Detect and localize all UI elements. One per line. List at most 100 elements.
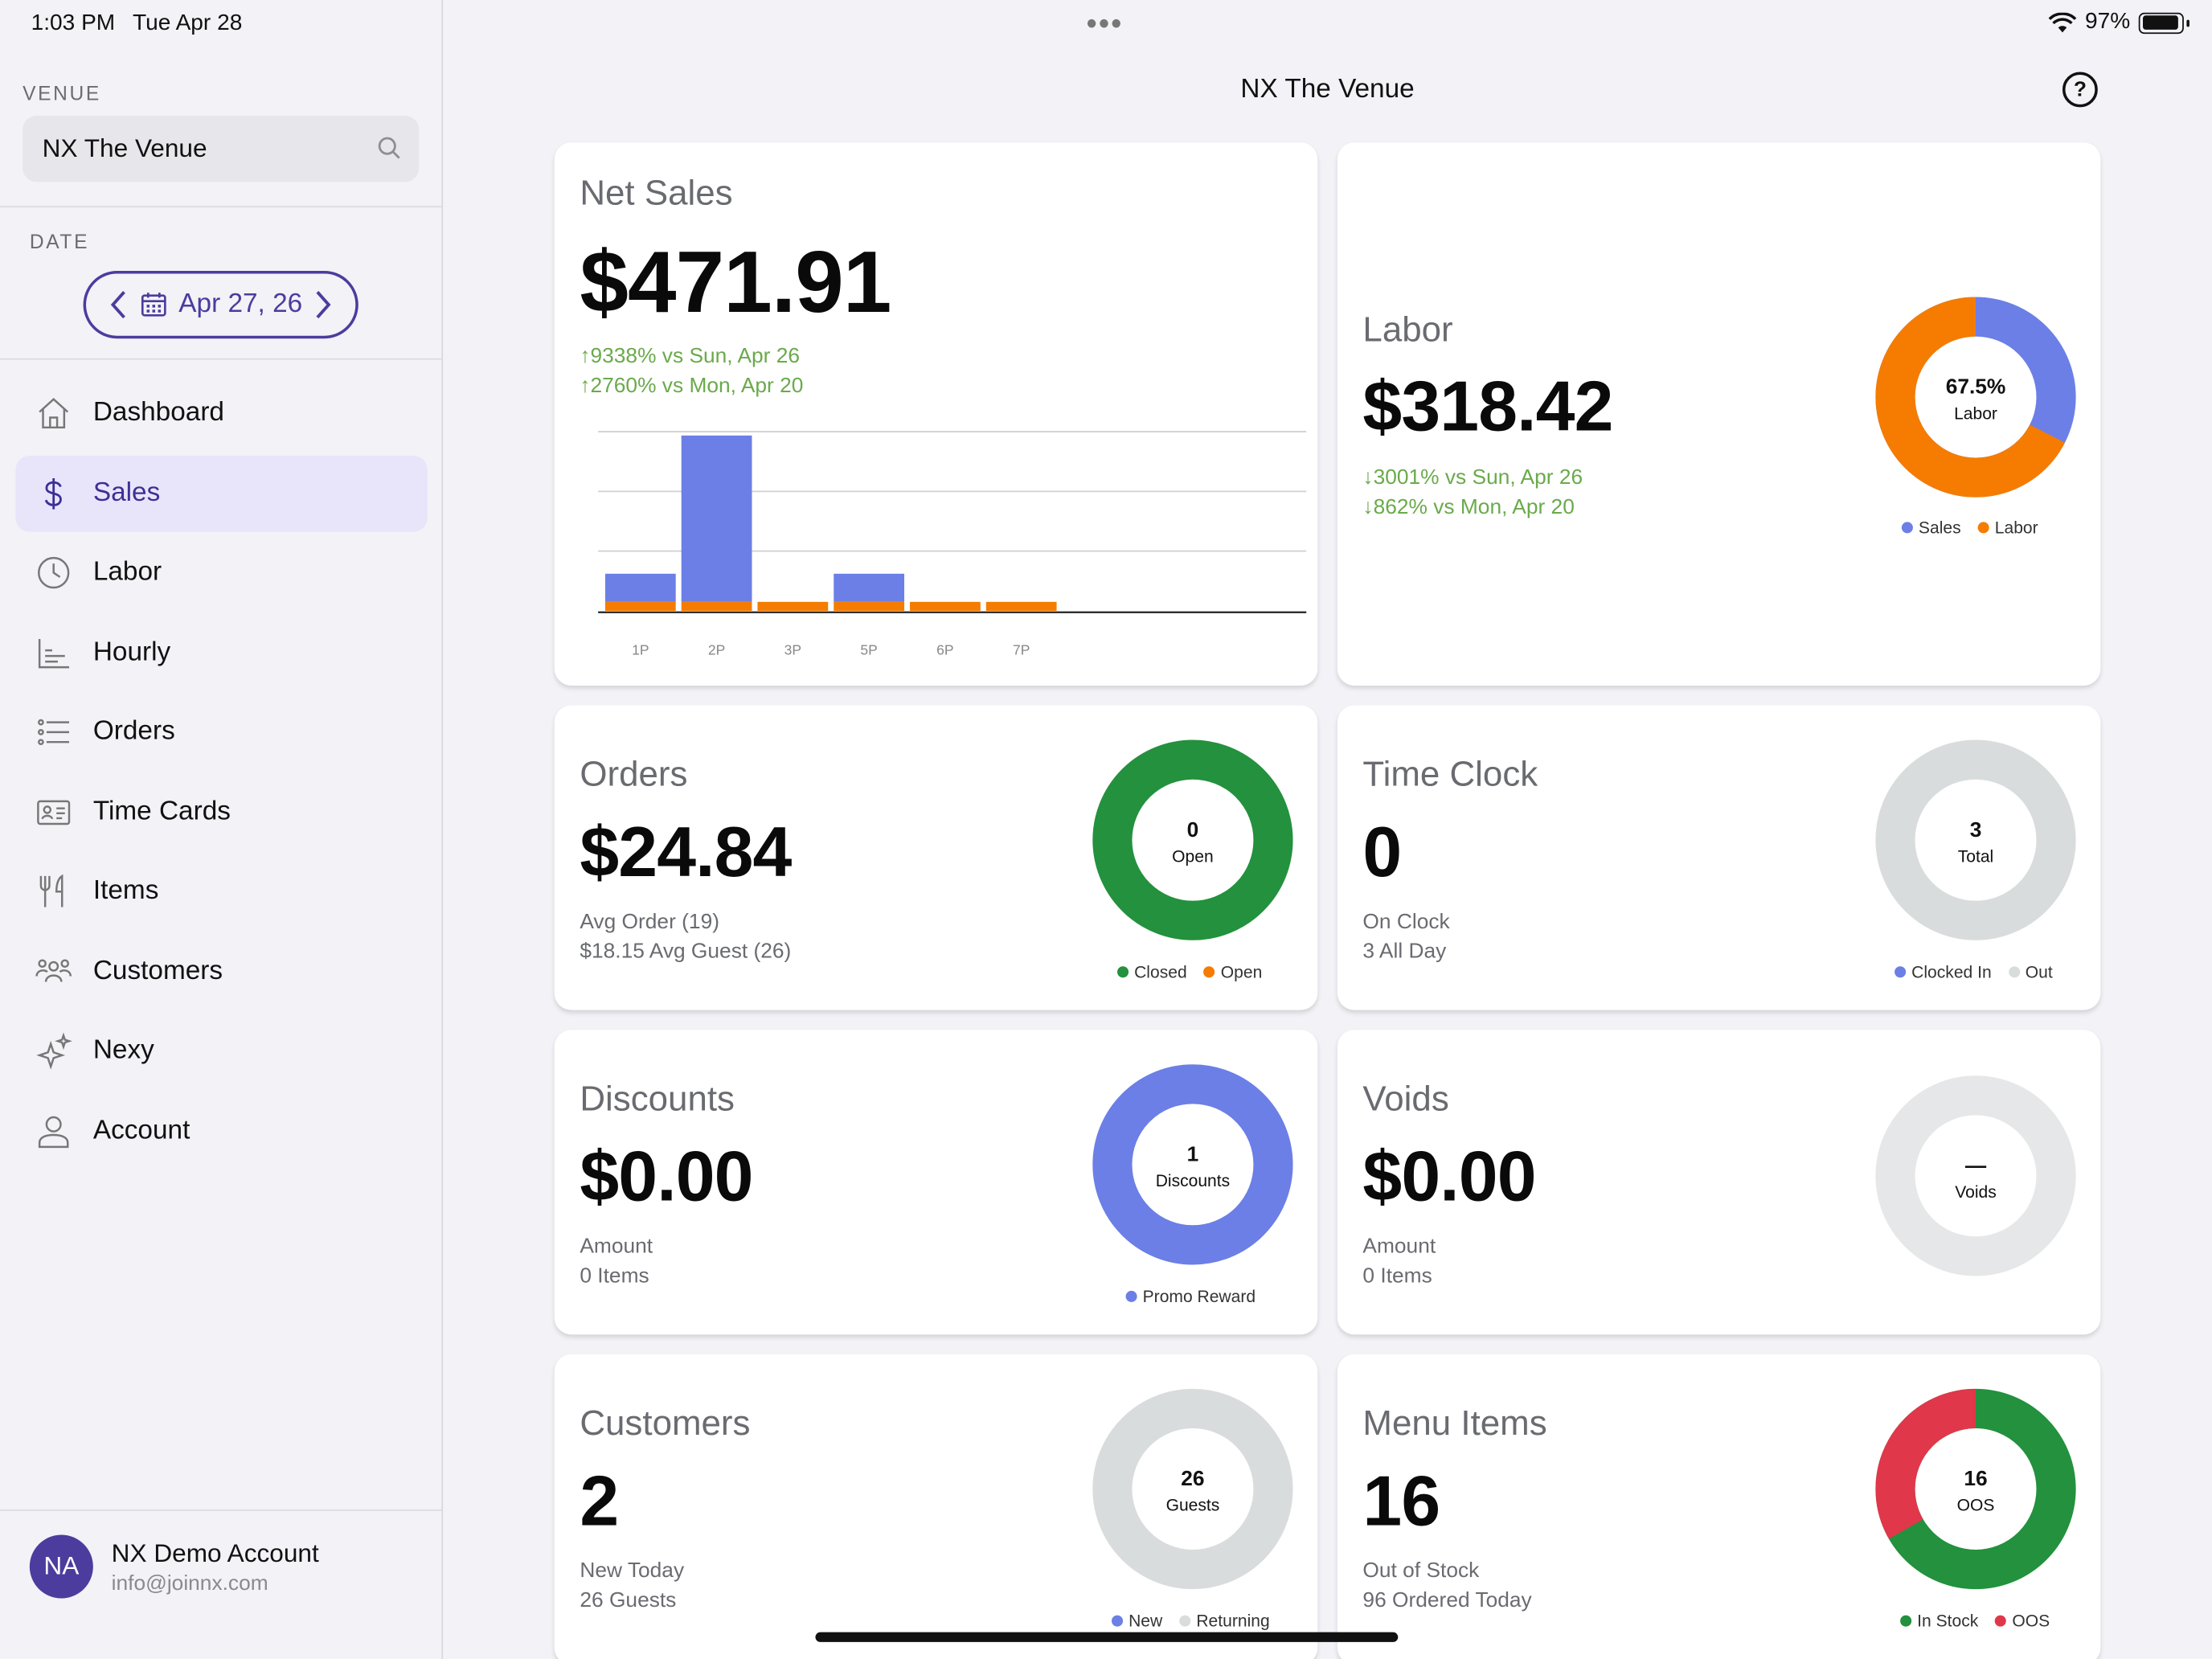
time-clock-card[interactable]: Time Clock 0 On Clock 3 All Day 3 Total … <box>1337 705 2101 1010</box>
donut-legend: Closed Open <box>1117 962 1262 982</box>
labor-donut-chart: 67.5% Labor <box>1875 297 2076 498</box>
legend-item: In Stock <box>1917 1611 1979 1631</box>
bar-labor <box>834 601 905 611</box>
menu-items-card[interactable]: Menu Items 16 Out of Stock 96 Ordered To… <box>1337 1354 2101 1659</box>
sidebar-item-label: Time Cards <box>92 796 231 826</box>
sidebar-item-time-cards[interactable]: Time Cards <box>15 774 427 850</box>
bar-labor <box>910 601 981 611</box>
donut-label: Guests <box>1166 1497 1220 1515</box>
donut-legend: Promo Reward <box>1125 1287 1256 1306</box>
items-count: 0 Items <box>580 1264 649 1288</box>
comparison-1: ↑9338% vs Sun, Apr 26 <box>580 344 801 369</box>
items-count: 0 Items <box>1362 1264 1432 1288</box>
sidebar-item-labor[interactable]: Labor <box>15 535 427 611</box>
bar-chart-icon <box>38 638 69 668</box>
home-indicator[interactable] <box>815 1632 1399 1642</box>
sidebar-item-label: Orders <box>92 716 175 747</box>
sidebar-item-label: Dashboard <box>92 397 224 428</box>
bar-sales <box>604 573 676 602</box>
x-tick-label: 7P <box>1013 641 1030 657</box>
net-sales-card[interactable]: Net Sales $471.91 ↑9338% vs Sun, Apr 26 … <box>554 142 1318 686</box>
avatar: NA <box>29 1534 93 1599</box>
legend-item: Labor <box>1994 518 2038 538</box>
card-title: Labor <box>1362 310 1453 350</box>
account-profile[interactable]: NA NX Demo Account info@joinnx.com <box>29 1534 319 1599</box>
list-icon <box>38 719 69 746</box>
bar-sales <box>681 435 752 602</box>
net-sales-value: $471.91 <box>580 234 891 332</box>
donut-legend: Sales Labor <box>1901 518 2038 538</box>
legend-item: Out <box>2025 961 2053 982</box>
bar-sales <box>834 573 905 602</box>
hourly-sales-bar-chart: 1P 2P 3P 5P 6P 7P <box>598 431 1307 657</box>
donut-value: 16 <box>1964 1466 1987 1490</box>
sidebar-item-orders[interactable]: Orders <box>15 694 427 771</box>
bar-labor <box>757 601 829 611</box>
status-date: Tue Apr 28 <box>132 11 243 35</box>
legend-item: OOS <box>2012 1611 2050 1631</box>
sidebar-item-sales[interactable]: Sales <box>15 455 428 531</box>
sidebar-item-customers[interactable]: Customers <box>15 933 427 1010</box>
sidebar-item-items[interactable]: Items <box>15 854 427 930</box>
venue-search-field[interactable]: NX The Venue <box>23 115 420 182</box>
date-picker: Apr 27, 26 <box>83 270 358 339</box>
card-title: Customers <box>580 1403 751 1444</box>
voids-value: $0.00 <box>1362 1137 1536 1216</box>
new-today-label: New Today <box>580 1559 685 1583</box>
chevron-left-icon[interactable] <box>109 289 129 321</box>
clock-icon <box>38 556 70 589</box>
orders-value: $24.84 <box>580 812 792 892</box>
time-clock-donut-chart: 3 Total <box>1875 739 2076 940</box>
sidebar-item-label: Hourly <box>92 637 171 667</box>
date-value[interactable]: Apr 27, 26 <box>178 289 303 319</box>
donut-value: 1 <box>1187 1141 1199 1165</box>
sidebar-item-dashboard[interactable]: Dashboard <box>15 375 427 452</box>
dollar-icon <box>44 477 62 509</box>
donut-label: OOS <box>1957 1497 1995 1515</box>
amount-label: Amount <box>1362 1234 1436 1259</box>
legend-item: Sales <box>1918 518 1961 538</box>
battery-icon <box>2138 11 2189 34</box>
page-title: NX The Venue <box>1240 75 1415 104</box>
calendar-icon <box>141 293 166 317</box>
donut-value: 26 <box>1181 1466 1204 1490</box>
donut-label: Total <box>1958 847 1993 866</box>
menu-items-value: 16 <box>1362 1461 1440 1541</box>
customers-card[interactable]: Customers 2 New Today 26 Guests 26 Guest… <box>554 1354 1318 1659</box>
help-icon[interactable]: ? <box>2062 72 2098 108</box>
donut-label: Open <box>1172 847 1213 866</box>
orders-card[interactable]: Orders $24.84 Avg Order (19) $18.15 Avg … <box>554 705 1318 1010</box>
guests-count: 26 Guests <box>580 1588 677 1613</box>
status-bar: 1:03 PM Tue Apr 28 ••• 97% <box>0 0 2212 48</box>
comparison-2: ↑2760% vs Mon, Apr 20 <box>580 374 804 398</box>
donut-value: 3 <box>1970 817 1982 842</box>
venue-value: NX The Venue <box>42 133 207 162</box>
x-tick-label: 2P <box>708 641 725 657</box>
x-tick-label: 1P <box>632 641 649 657</box>
discounts-value: $0.00 <box>580 1137 753 1216</box>
sidebar-item-label: Labor <box>92 557 162 588</box>
donut-value: 67.5% <box>1946 375 2006 399</box>
bar-labor <box>681 601 752 611</box>
voids-card[interactable]: Voids $0.00 Amount 0 Items — Voids <box>1337 1030 2101 1335</box>
discounts-donut-chart: 1 Discounts <box>1092 1064 1293 1265</box>
avg-order: Avg Order (19) <box>580 910 719 934</box>
amount-label: Amount <box>580 1234 653 1259</box>
sidebar-item-account[interactable]: Account <box>15 1092 427 1169</box>
sidebar-nav: Dashboard Sales Labor Hourly Orders Time… <box>15 375 428 1173</box>
multitask-dots-icon[interactable]: ••• <box>1086 6 1124 41</box>
chevron-right-icon[interactable] <box>313 289 334 321</box>
x-tick-label: 3P <box>784 641 801 657</box>
search-icon <box>378 137 400 159</box>
users-icon <box>35 958 72 981</box>
sidebar: VENUE NX The Venue DATE Apr 27, 26 Dashb… <box>0 0 444 1659</box>
labor-card[interactable]: Labor $318.42 ↓3001% vs Sun, Apr 26 ↓862… <box>1337 142 2101 686</box>
utensils-icon <box>39 874 63 907</box>
legend-item: Clocked In <box>1911 961 1992 982</box>
sidebar-item-nexy[interactable]: Nexy <box>15 1013 427 1089</box>
person-icon <box>38 1115 69 1148</box>
legend-item: Returning <box>1196 1611 1270 1631</box>
oos-arc <box>1875 1388 2076 1590</box>
sidebar-item-hourly[interactable]: Hourly <box>15 614 427 690</box>
discounts-card[interactable]: Discounts $0.00 Amount 0 Items 1 Discoun… <box>554 1030 1318 1335</box>
